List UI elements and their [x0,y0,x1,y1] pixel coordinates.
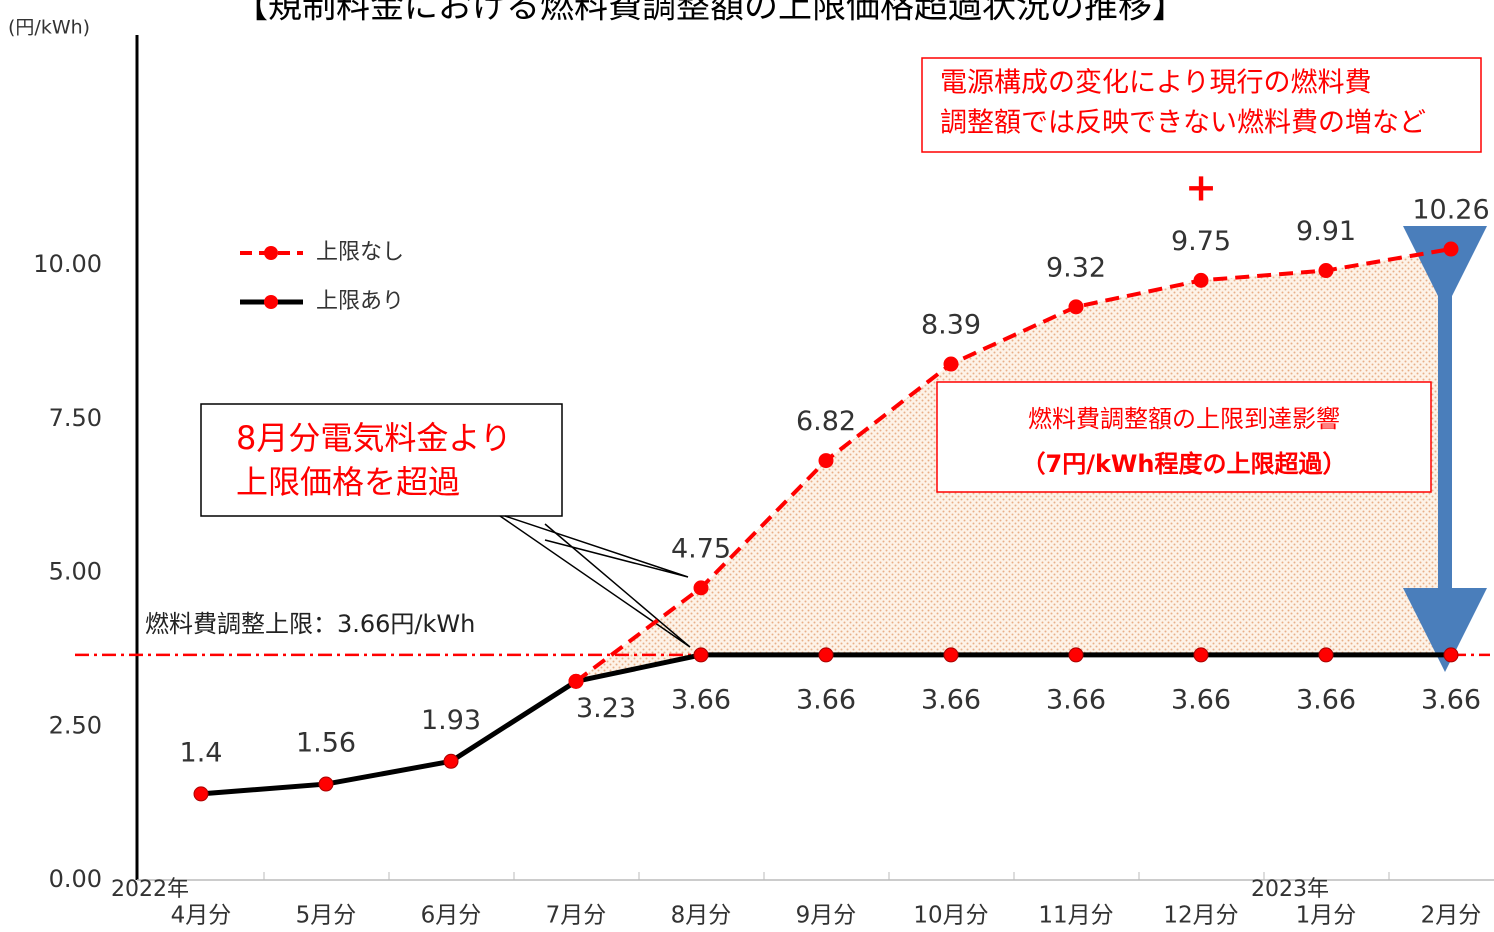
year-label: 2023年 [1251,877,1329,902]
point [1318,263,1334,279]
point [443,753,459,769]
year-label: 2022年 [111,877,189,902]
x-tick-label: 4月分 [171,903,232,929]
x-tick-label: 6月分 [421,903,482,929]
callout-text: 8月分電気料金より [236,419,512,457]
point [1318,647,1334,663]
legend-label: 上限なし [316,240,404,265]
x-tick-label: 10月分 [913,903,988,929]
cap-label: 燃料費調整上限：3.66円/kWh [145,610,475,638]
data-label: 3.66 [1296,684,1356,715]
callout-pointer [499,515,691,648]
point [1443,241,1459,257]
data-label: 1.93 [421,705,481,736]
x-tick-label: 8月分 [671,903,732,929]
x-tick-label: 12月分 [1163,903,1238,929]
callout-pointer [504,515,689,578]
data-label: 1.56 [296,728,356,759]
y-tick-label: 7.50 [49,404,102,432]
chart-title: 【規制料金における燃料費調整額の上限価格超過状況の推移】 [234,0,1186,27]
data-label: 9.91 [1296,216,1356,247]
data-label: 1.4 [180,737,223,768]
point [1068,647,1084,663]
point [1193,272,1209,288]
data-label: 10.26 [1412,195,1489,226]
point [943,647,959,663]
callout-box [200,403,563,517]
y-tick-label: 0.00 [49,865,102,893]
data-label: 4.75 [671,533,731,564]
data-label: 3.66 [1421,684,1481,715]
point [1193,647,1209,663]
impact-text: （7円/kWh程度の上限超過） [1022,450,1347,478]
note-text: 電源構成の変化により現行の燃料費 [940,68,1371,99]
point [693,580,709,596]
series-line [200,652,1451,797]
y-tick-label: 5.00 [49,558,102,586]
data-label: 3.66 [1171,684,1231,715]
y-tick-label: 10.00 [33,250,102,278]
plus-sign: + [1185,166,1217,210]
data-label: 3.23 [576,693,636,724]
x-tick-label: 9月分 [796,903,857,929]
point [818,453,834,469]
x-tick-label: 1月分 [1296,903,1357,929]
x-tick-label: 7月分 [546,903,607,929]
data-label: 9.75 [1171,226,1231,257]
point [818,647,834,663]
legend-marker [264,246,278,260]
impact-box [936,381,1432,493]
point [1068,299,1084,315]
note-text: 調整額では反映できない燃料費の増など [940,108,1426,139]
impact-text: 燃料費調整額の上限到達影響 [1028,405,1340,433]
x-tick-label: 11月分 [1038,903,1113,929]
data-label: 6.82 [796,406,856,437]
data-label: 9.32 [1046,252,1106,283]
point [193,786,209,802]
legend-label: 上限あり [316,289,404,314]
note-box [921,57,1482,153]
data-label: 8.39 [921,310,981,341]
point [318,776,334,792]
y-unit: (円/kWh) [8,17,90,39]
point [568,673,584,689]
series-line [574,247,1452,683]
x-tick-label: 5月分 [296,903,357,929]
callout-text: 上限価格を超過 [236,463,460,501]
data-label: 3.66 [671,684,731,715]
y-tick-label: 2.50 [49,711,102,739]
point [693,647,709,663]
data-label: 3.66 [921,684,981,715]
data-label: 3.66 [796,684,856,715]
point [943,356,959,372]
data-label: 3.66 [1046,684,1106,715]
legend-marker [264,295,278,309]
point [1443,647,1459,663]
x-tick-label: 2月分 [1421,903,1482,929]
